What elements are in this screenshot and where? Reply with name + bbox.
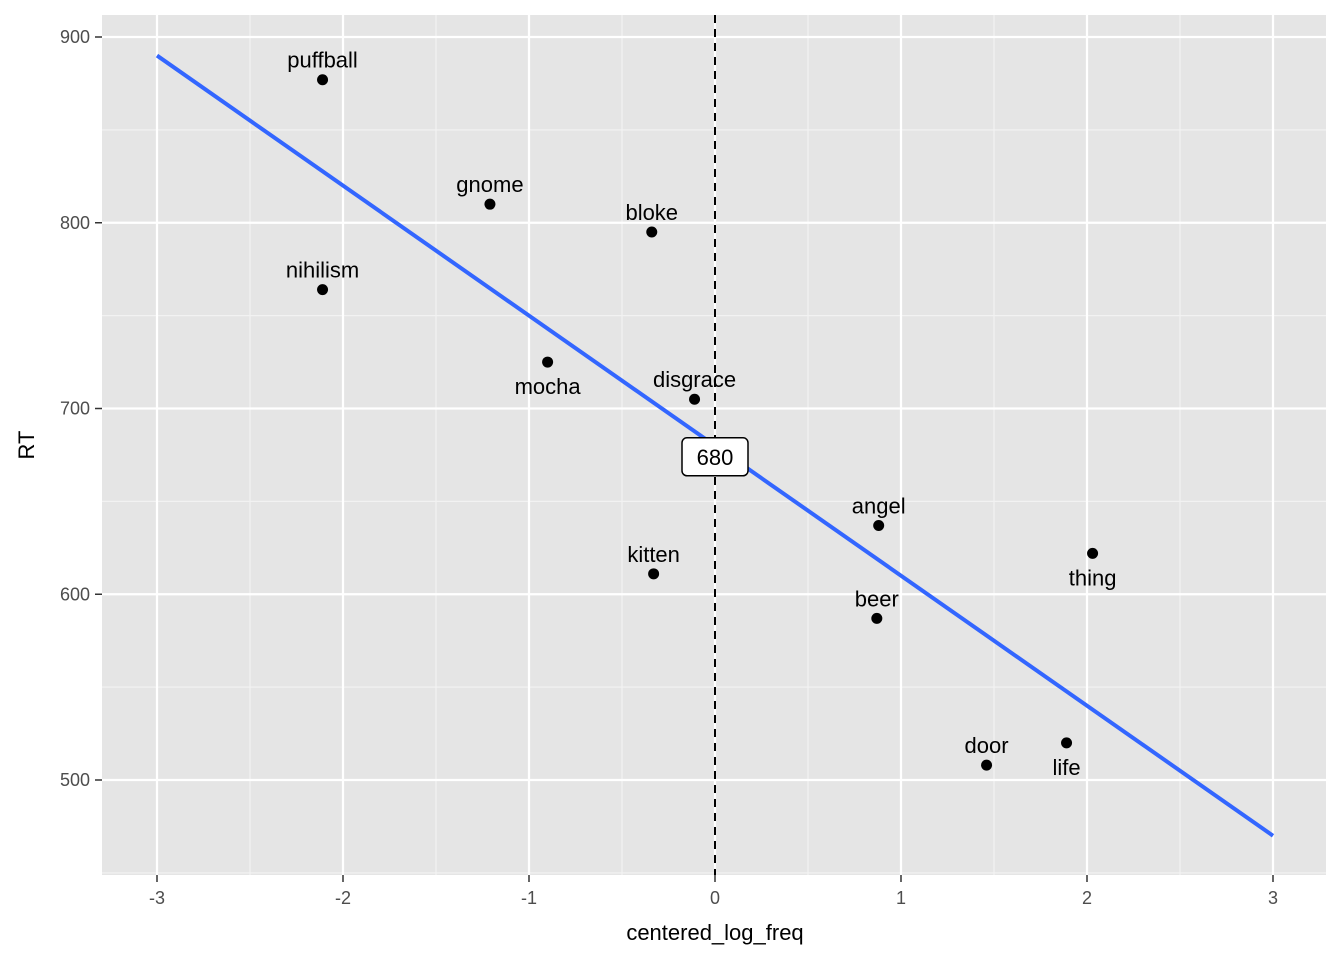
point-gnome — [484, 198, 496, 210]
y-tick-label-3: 800 — [60, 213, 90, 233]
point-door — [981, 759, 993, 771]
x-axis-title: centered_log_freq — [626, 920, 803, 945]
x-tick-label-1: -2 — [335, 888, 351, 908]
y-tick-label-0: 500 — [60, 770, 90, 790]
point-label-door: door — [965, 733, 1009, 758]
point-label-disgrace: disgrace — [653, 367, 736, 392]
point-label-angel: angel — [852, 494, 906, 519]
point-nihilism — [317, 284, 329, 296]
point-life — [1061, 737, 1073, 749]
point-label-bloke: bloke — [625, 200, 678, 225]
point-label-mocha: mocha — [515, 374, 582, 399]
point-thing — [1087, 547, 1099, 559]
x-tick-label-2: -1 — [521, 888, 537, 908]
point-label-puffball: puffball — [287, 48, 358, 73]
callout-label: 680 — [697, 445, 734, 470]
point-label-life: life — [1052, 755, 1080, 780]
point-label-kitten: kitten — [627, 542, 680, 567]
point-angel — [873, 520, 885, 532]
callout-group: 680 — [681, 437, 749, 477]
y-tick-label-2: 700 — [60, 399, 90, 419]
callout-box — [681, 437, 749, 477]
point-puffball — [317, 74, 329, 86]
y-tick-label-1: 600 — [60, 584, 90, 604]
point-labels: puffball gnome bloke nihilism mocha disgrace a… — [286, 48, 1117, 780]
point-label-beer: beer — [855, 586, 899, 611]
point-kitten — [648, 568, 660, 580]
x-tick-label-6: 3 — [1268, 888, 1278, 908]
y-tick-label-4: 900 — [60, 27, 90, 47]
axis-ticks: -3 -2 -1 0 1 2 3 500 600 700 800 900 — [60, 27, 1278, 908]
point-disgrace — [689, 393, 701, 405]
x-tick-label-3: 0 — [710, 888, 720, 908]
point-label-nihilism: nihilism — [286, 258, 359, 283]
point-mocha — [542, 356, 554, 368]
data-points — [317, 74, 1099, 771]
point-bloke — [646, 226, 658, 238]
y-axis-title: RT — [14, 431, 39, 460]
point-label-gnome: gnome — [456, 172, 523, 197]
x-tick-label-4: 1 — [896, 888, 906, 908]
x-tick-label-0: -3 — [149, 888, 165, 908]
x-tick-label-5: 2 — [1082, 888, 1092, 908]
point-beer — [871, 612, 883, 624]
point-label-thing: thing — [1069, 565, 1117, 590]
